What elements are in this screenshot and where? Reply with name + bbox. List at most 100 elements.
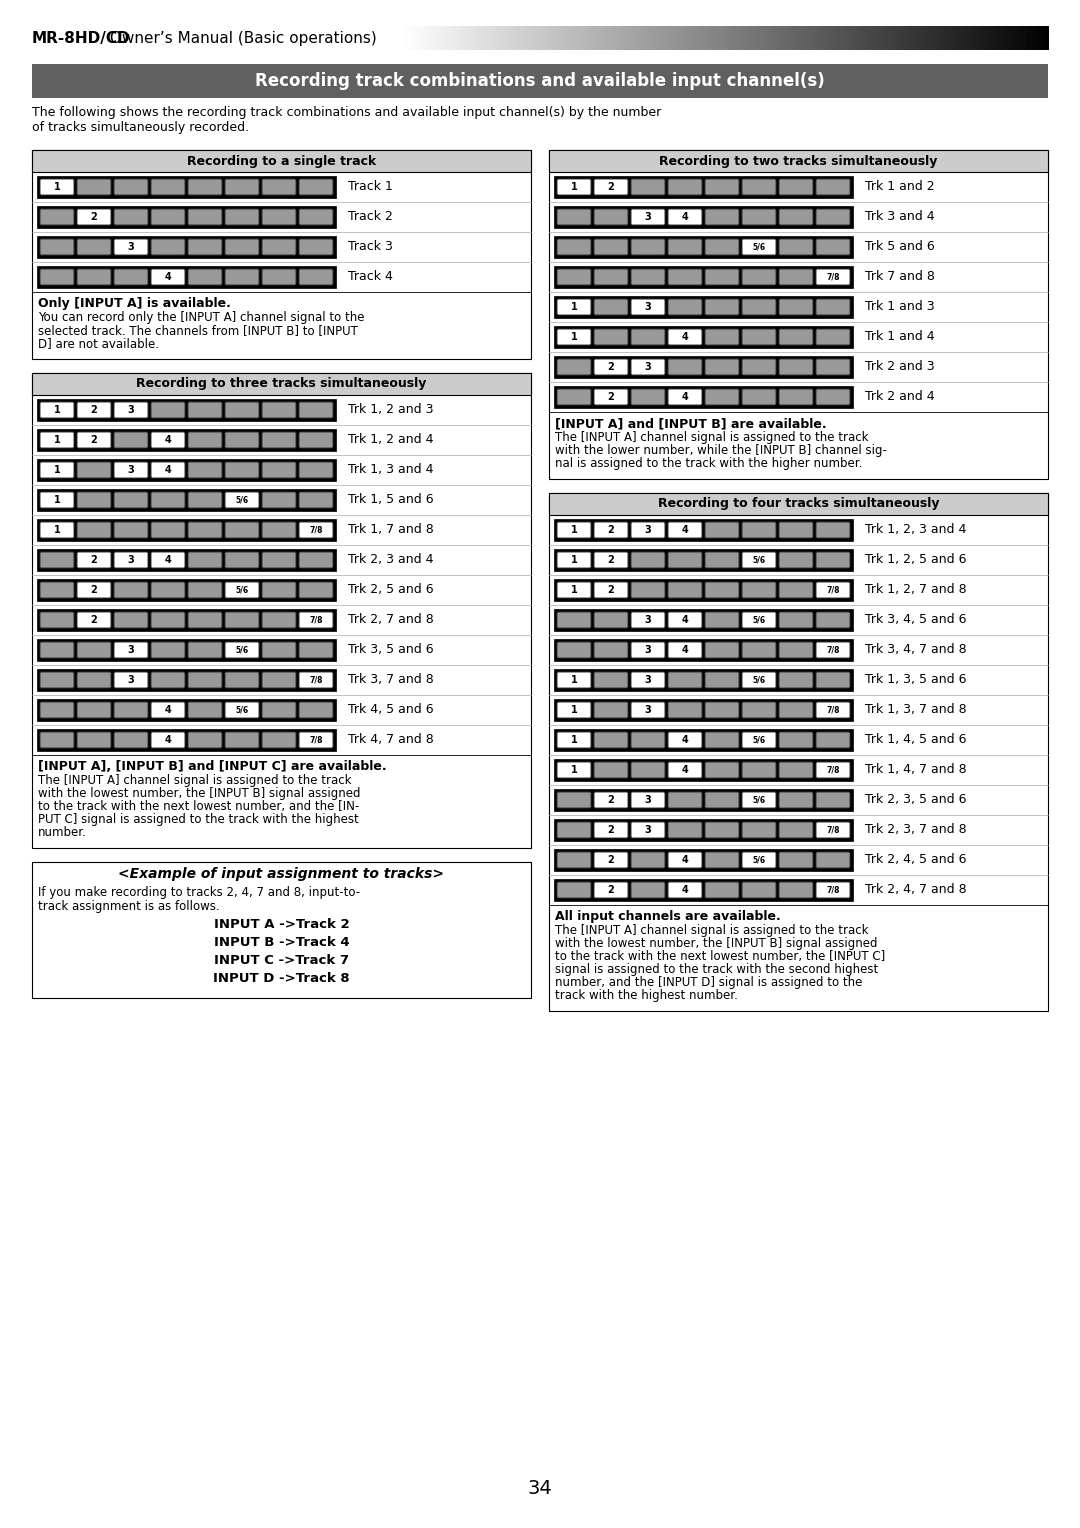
FancyBboxPatch shape xyxy=(705,523,739,538)
Text: nal is assigned to the track with the higher number.: nal is assigned to the track with the hi… xyxy=(555,457,862,471)
FancyBboxPatch shape xyxy=(114,269,148,286)
Text: 4: 4 xyxy=(681,766,688,775)
FancyBboxPatch shape xyxy=(188,732,222,749)
Text: The [INPUT A] channel signal is assigned to the track: The [INPUT A] channel signal is assigned… xyxy=(555,431,868,445)
FancyBboxPatch shape xyxy=(816,179,850,196)
Text: 4: 4 xyxy=(164,272,172,283)
FancyBboxPatch shape xyxy=(669,390,702,405)
FancyBboxPatch shape xyxy=(557,613,591,628)
Text: 1: 1 xyxy=(570,332,578,342)
FancyBboxPatch shape xyxy=(77,269,111,286)
FancyBboxPatch shape xyxy=(188,552,222,568)
Text: 7/8: 7/8 xyxy=(826,825,840,834)
Text: Trk 1 and 3: Trk 1 and 3 xyxy=(865,301,934,313)
FancyBboxPatch shape xyxy=(594,390,627,405)
FancyBboxPatch shape xyxy=(779,329,813,345)
Text: 7/8: 7/8 xyxy=(309,675,323,685)
Text: Only [INPUT A] is available.: Only [INPUT A] is available. xyxy=(38,296,231,310)
Bar xyxy=(37,399,336,422)
FancyBboxPatch shape xyxy=(669,329,702,345)
FancyBboxPatch shape xyxy=(262,523,296,538)
Bar xyxy=(983,26,989,50)
Bar xyxy=(497,26,503,50)
FancyBboxPatch shape xyxy=(262,209,296,225)
Text: 1: 1 xyxy=(54,495,60,504)
FancyBboxPatch shape xyxy=(188,523,222,538)
FancyBboxPatch shape xyxy=(225,523,259,538)
FancyBboxPatch shape xyxy=(705,359,739,374)
Bar xyxy=(724,26,730,50)
FancyBboxPatch shape xyxy=(669,732,702,749)
Bar xyxy=(815,26,822,50)
FancyBboxPatch shape xyxy=(669,701,702,718)
FancyBboxPatch shape xyxy=(705,732,739,749)
FancyBboxPatch shape xyxy=(779,762,813,778)
FancyBboxPatch shape xyxy=(225,613,259,628)
Bar xyxy=(400,26,406,50)
Bar xyxy=(713,26,719,50)
FancyBboxPatch shape xyxy=(40,523,75,538)
FancyBboxPatch shape xyxy=(77,701,111,718)
FancyBboxPatch shape xyxy=(742,359,777,374)
Bar xyxy=(961,26,968,50)
FancyBboxPatch shape xyxy=(631,732,665,749)
Text: 7/8: 7/8 xyxy=(826,766,840,775)
FancyBboxPatch shape xyxy=(114,552,148,568)
Bar xyxy=(589,26,595,50)
FancyBboxPatch shape xyxy=(631,299,665,315)
FancyBboxPatch shape xyxy=(262,238,296,255)
Bar xyxy=(653,26,660,50)
Text: track assignment is as follows.: track assignment is as follows. xyxy=(38,900,219,914)
Text: 4: 4 xyxy=(164,555,172,565)
FancyBboxPatch shape xyxy=(299,209,333,225)
Bar xyxy=(869,26,876,50)
Bar xyxy=(551,26,557,50)
FancyBboxPatch shape xyxy=(669,672,702,688)
FancyBboxPatch shape xyxy=(669,853,702,868)
FancyBboxPatch shape xyxy=(225,402,259,419)
Bar xyxy=(32,373,531,396)
FancyBboxPatch shape xyxy=(631,552,665,568)
Text: Trk 2, 4, 5 and 6: Trk 2, 4, 5 and 6 xyxy=(865,854,967,866)
Bar xyxy=(940,26,946,50)
Bar xyxy=(826,26,833,50)
Text: [INPUT A] and [INPUT B] are available.: [INPUT A] and [INPUT B] are available. xyxy=(555,417,826,429)
Bar xyxy=(745,26,752,50)
Bar xyxy=(842,26,849,50)
Text: 4: 4 xyxy=(681,885,688,895)
Bar xyxy=(918,26,924,50)
FancyBboxPatch shape xyxy=(742,552,777,568)
FancyBboxPatch shape xyxy=(705,642,739,659)
FancyBboxPatch shape xyxy=(669,209,702,225)
FancyBboxPatch shape xyxy=(262,492,296,507)
FancyBboxPatch shape xyxy=(742,822,777,837)
Text: 1: 1 xyxy=(570,675,578,685)
Bar xyxy=(554,356,853,377)
FancyBboxPatch shape xyxy=(188,209,222,225)
FancyBboxPatch shape xyxy=(669,613,702,628)
FancyBboxPatch shape xyxy=(151,179,185,196)
Bar xyxy=(977,26,984,50)
Text: 3: 3 xyxy=(645,614,651,625)
FancyBboxPatch shape xyxy=(816,642,850,659)
Bar xyxy=(697,26,703,50)
Text: Trk 2, 3, 5 and 6: Trk 2, 3, 5 and 6 xyxy=(865,793,967,807)
Bar xyxy=(554,850,853,871)
Bar xyxy=(1037,26,1043,50)
Text: Trk 1, 3, 7 and 8: Trk 1, 3, 7 and 8 xyxy=(865,703,967,717)
FancyBboxPatch shape xyxy=(631,882,665,898)
Text: 3: 3 xyxy=(645,303,651,312)
Text: 3: 3 xyxy=(645,795,651,805)
Bar xyxy=(464,26,471,50)
Bar xyxy=(410,26,417,50)
FancyBboxPatch shape xyxy=(557,732,591,749)
Bar xyxy=(405,26,411,50)
FancyBboxPatch shape xyxy=(557,701,591,718)
FancyBboxPatch shape xyxy=(557,209,591,225)
FancyBboxPatch shape xyxy=(742,238,777,255)
Bar xyxy=(554,235,853,258)
FancyBboxPatch shape xyxy=(816,762,850,778)
Bar xyxy=(32,150,531,173)
FancyBboxPatch shape xyxy=(40,732,75,749)
FancyBboxPatch shape xyxy=(77,238,111,255)
